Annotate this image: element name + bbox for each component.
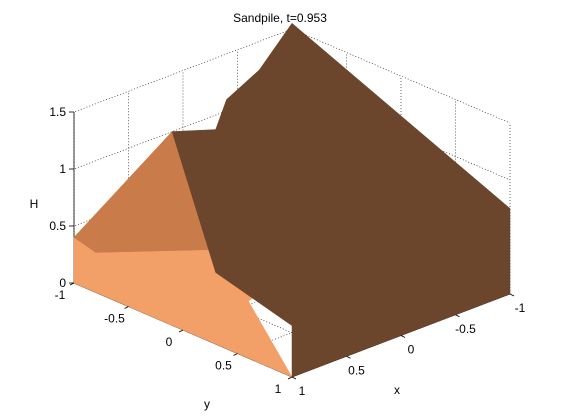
y-tick-label: 1 [275,382,282,396]
x-tick-label: -1 [515,301,526,315]
y-axis-label: y [204,397,210,411]
y-tick-mark [233,353,238,356]
y-tick-mark [287,376,293,380]
grid-line [291,28,511,124]
x-axis-label: x [394,383,400,397]
y-tick-mark [178,329,184,333]
z-tick-label: 0.5 [49,219,66,233]
surface [73,22,511,378]
x-tick-mark [455,314,460,318]
z-tick-label: 1.5 [49,105,66,119]
x-tick-mark [400,335,406,338]
y-tick-label: 0.5 [215,359,232,373]
x-tick-label: 0.5 [348,363,365,377]
surface-facet [171,22,511,326]
x-tick-label: -0.5 [455,322,476,336]
y-tick-mark [69,282,75,286]
x-tick-mark [509,293,515,297]
x-tick-label: 1 [299,384,306,398]
x-tick-mark [291,376,297,380]
z-axis-label: H [30,197,39,211]
x-tick-label: 0 [408,343,415,357]
y-tick-label: -0.5 [104,312,125,326]
z-ticks: 0 0.5 1 1.5 [49,105,74,290]
x-tick-mark [346,355,351,359]
chart-title: Sandpile, t=0.953 [233,11,327,25]
z-tick-label: 1 [59,162,66,176]
y-tick-mark [124,306,129,309]
y-ticks: -1 -0.5 0 0.5 1 [55,282,293,396]
z-tick-label: 0 [59,276,66,290]
y-tick-label: 0 [166,335,173,349]
y-tick-label: -1 [55,288,66,302]
x-ticks: 1 0.5 0 -0.5 -1 [291,293,526,398]
